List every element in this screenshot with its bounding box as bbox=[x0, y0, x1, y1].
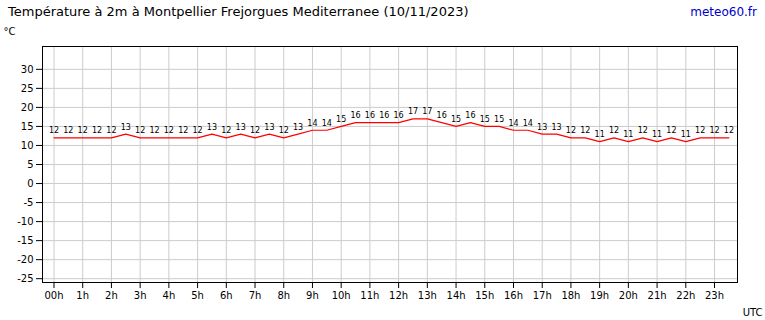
svg-text:4h: 4h bbox=[163, 290, 176, 301]
svg-text:12: 12 bbox=[221, 126, 231, 135]
svg-text:14: 14 bbox=[523, 119, 533, 128]
svg-text:11: 11 bbox=[623, 130, 633, 139]
svg-text:12: 12 bbox=[709, 126, 719, 135]
svg-text:8h: 8h bbox=[277, 290, 290, 301]
svg-text:12: 12 bbox=[609, 126, 619, 135]
svg-text:00h: 00h bbox=[44, 290, 63, 301]
svg-text:9h: 9h bbox=[306, 290, 319, 301]
svg-text:13h: 13h bbox=[418, 290, 437, 301]
svg-text:15: 15 bbox=[494, 115, 504, 124]
svg-text:1h: 1h bbox=[76, 290, 89, 301]
svg-text:-15: -15 bbox=[17, 235, 33, 246]
svg-text:12: 12 bbox=[92, 126, 102, 135]
svg-text:12: 12 bbox=[192, 126, 202, 135]
svg-text:14: 14 bbox=[322, 119, 332, 128]
svg-text:°C: °C bbox=[4, 26, 16, 37]
svg-text:12: 12 bbox=[106, 126, 116, 135]
svg-text:19h: 19h bbox=[590, 290, 609, 301]
svg-text:12: 12 bbox=[135, 126, 145, 135]
svg-text:0: 0 bbox=[27, 178, 33, 189]
svg-text:23h: 23h bbox=[705, 290, 724, 301]
svg-text:13: 13 bbox=[264, 123, 274, 132]
svg-text:13: 13 bbox=[121, 123, 131, 132]
svg-text:11: 11 bbox=[681, 130, 691, 139]
svg-text:5h: 5h bbox=[191, 290, 204, 301]
svg-text:20: 20 bbox=[21, 102, 34, 113]
svg-text:12: 12 bbox=[695, 126, 705, 135]
svg-text:3h: 3h bbox=[134, 290, 147, 301]
svg-text:17: 17 bbox=[422, 107, 432, 116]
svg-text:15: 15 bbox=[21, 121, 34, 132]
svg-text:13: 13 bbox=[537, 123, 547, 132]
svg-text:10h: 10h bbox=[332, 290, 351, 301]
svg-text:18h: 18h bbox=[561, 290, 580, 301]
svg-text:12: 12 bbox=[178, 126, 188, 135]
svg-text:11: 11 bbox=[595, 130, 605, 139]
svg-text:14: 14 bbox=[307, 119, 317, 128]
svg-text:12h: 12h bbox=[389, 290, 408, 301]
svg-text:12: 12 bbox=[250, 126, 260, 135]
svg-text:6h: 6h bbox=[220, 290, 233, 301]
svg-text:12: 12 bbox=[279, 126, 289, 135]
svg-text:-25: -25 bbox=[17, 273, 33, 284]
svg-text:13: 13 bbox=[551, 123, 561, 132]
svg-text:13: 13 bbox=[207, 123, 217, 132]
svg-text:15: 15 bbox=[451, 115, 461, 124]
svg-text:-10: -10 bbox=[17, 216, 33, 227]
svg-text:UTC: UTC bbox=[743, 307, 763, 318]
svg-text:-5: -5 bbox=[24, 197, 34, 208]
svg-text:16: 16 bbox=[365, 111, 375, 120]
svg-text:2h: 2h bbox=[105, 290, 118, 301]
svg-text:12: 12 bbox=[63, 126, 73, 135]
svg-text:16: 16 bbox=[465, 111, 475, 120]
svg-text:12: 12 bbox=[149, 126, 159, 135]
svg-text:14h: 14h bbox=[447, 290, 466, 301]
svg-text:10: 10 bbox=[21, 140, 34, 151]
svg-text:16h: 16h bbox=[504, 290, 523, 301]
svg-text:14: 14 bbox=[508, 119, 518, 128]
svg-text:16: 16 bbox=[379, 111, 389, 120]
svg-text:16: 16 bbox=[437, 111, 447, 120]
svg-text:13: 13 bbox=[293, 123, 303, 132]
svg-text:17: 17 bbox=[408, 107, 418, 116]
svg-text:12: 12 bbox=[164, 126, 174, 135]
svg-text:11: 11 bbox=[652, 130, 662, 139]
svg-text:15h: 15h bbox=[475, 290, 494, 301]
svg-text:12: 12 bbox=[666, 126, 676, 135]
html-text:Température à 2m à Montpellier: Température à 2m à Montpellier Frejorgue… bbox=[8, 4, 469, 19]
svg-text:12: 12 bbox=[580, 126, 590, 135]
svg-text:12: 12 bbox=[566, 126, 576, 135]
svg-text:12: 12 bbox=[638, 126, 648, 135]
svg-text:25: 25 bbox=[21, 83, 34, 94]
svg-text:5: 5 bbox=[27, 159, 33, 170]
svg-text:12: 12 bbox=[724, 126, 734, 135]
svg-text:21h: 21h bbox=[648, 290, 667, 301]
svg-text:22h: 22h bbox=[676, 290, 695, 301]
svg-text:16: 16 bbox=[394, 111, 404, 120]
svg-text:12: 12 bbox=[49, 126, 59, 135]
svg-text:30: 30 bbox=[21, 64, 34, 75]
html-text:meteo60.fr: meteo60.fr bbox=[690, 5, 757, 19]
svg-text:15: 15 bbox=[480, 115, 490, 124]
svg-text:12: 12 bbox=[78, 126, 88, 135]
svg-text:17h: 17h bbox=[533, 290, 552, 301]
svg-text:13: 13 bbox=[236, 123, 246, 132]
svg-text:-20: -20 bbox=[17, 254, 33, 265]
svg-text:16: 16 bbox=[350, 111, 360, 120]
svg-text:11h: 11h bbox=[360, 290, 379, 301]
svg-text:7h: 7h bbox=[249, 290, 262, 301]
svg-text:20h: 20h bbox=[619, 290, 638, 301]
svg-text:15: 15 bbox=[336, 115, 346, 124]
